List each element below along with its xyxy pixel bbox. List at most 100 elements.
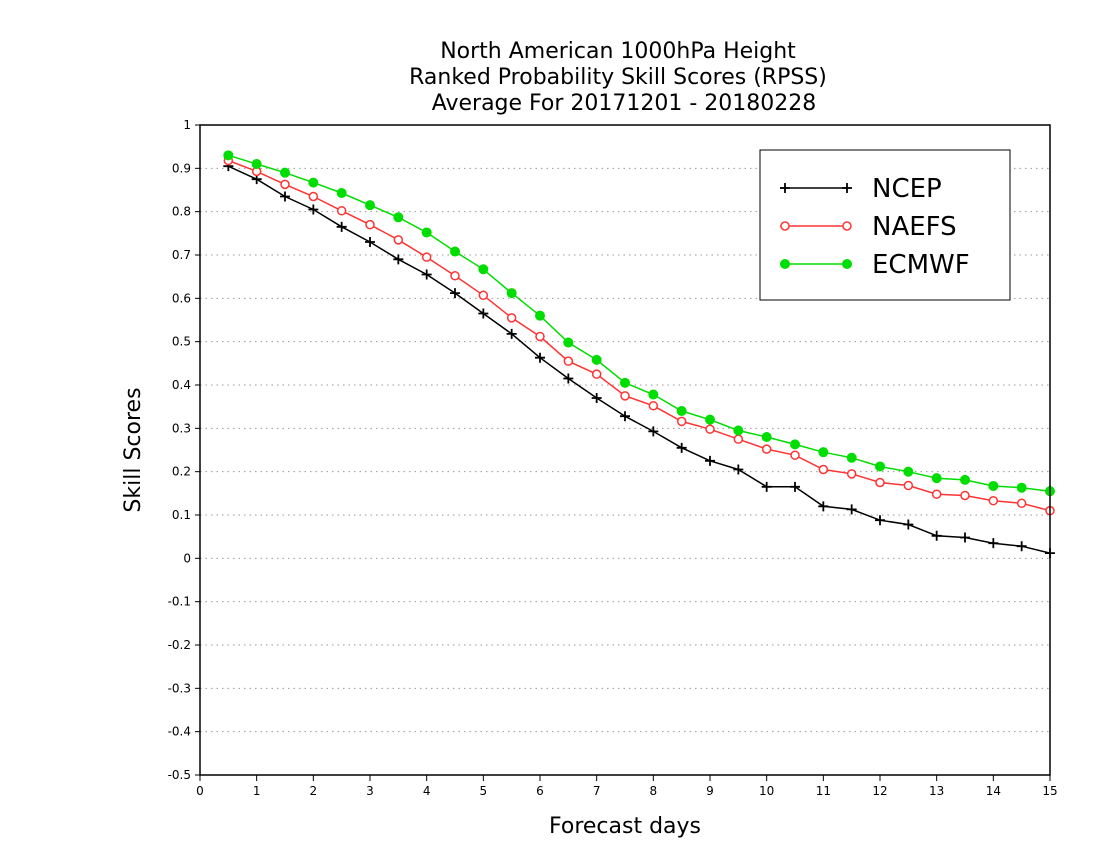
y-tick-label: 0.3 bbox=[172, 421, 191, 435]
y-tick-label: -0.3 bbox=[168, 681, 191, 695]
legend-label-ecmwf: ECMWF bbox=[872, 250, 970, 280]
chart-title-line-1: North American 1000hPa Height bbox=[440, 39, 796, 64]
data-point-ecmwf bbox=[648, 389, 659, 400]
data-point-naefs bbox=[761, 444, 772, 454]
data-point-naefs bbox=[705, 424, 715, 434]
plot-frame bbox=[199, 124, 1051, 776]
data-point-naefs bbox=[365, 219, 375, 230]
chart-title-line-3: Average For 20171201 - 20180228 bbox=[432, 91, 817, 116]
data-point-ecmwf bbox=[960, 474, 970, 485]
x-tick-label: 5 bbox=[480, 784, 488, 798]
data-point-naefs bbox=[818, 464, 829, 475]
data-point-ncep bbox=[535, 352, 545, 363]
data-point-naefs bbox=[308, 191, 319, 202]
data-point-ncep bbox=[818, 501, 829, 512]
y-tick-label: 0.8 bbox=[172, 205, 191, 219]
data-point-ncep bbox=[308, 204, 319, 215]
data-point-naefs bbox=[591, 369, 602, 379]
data-point-naefs bbox=[393, 235, 404, 245]
data-point-naefs bbox=[450, 271, 460, 281]
data-point-ncep bbox=[790, 481, 800, 492]
data-point-ncep bbox=[450, 288, 460, 299]
data-point-ncep bbox=[846, 504, 857, 515]
y-tick-label: 0.4 bbox=[172, 378, 191, 392]
data-point-ecmwf bbox=[478, 264, 489, 275]
data-point-naefs bbox=[620, 391, 630, 401]
x-axis-label: Forecast days bbox=[549, 814, 701, 839]
data-point-ecmwf bbox=[563, 337, 574, 348]
y-axis-ticks: -0.5 -0.4 -0.3 -0.2 -0.1 0 0.1 0.2 0.3 0.4 0.5 0.6 0… bbox=[168, 118, 200, 782]
data-point-ncep bbox=[478, 308, 489, 319]
legend-items: NCEP NAEFS ECMWF bbox=[780, 174, 970, 280]
data-point-ecmwf bbox=[818, 447, 829, 458]
data-point-ncep bbox=[591, 393, 602, 403]
data-point-ncep bbox=[563, 373, 574, 384]
series-line-ncep bbox=[227, 165, 1051, 554]
data-point-ncep bbox=[393, 254, 404, 265]
chart-title: North American 1000hPa Height Ranked Pro… bbox=[409, 39, 827, 116]
data-point-ecmwf bbox=[705, 414, 715, 425]
data-point-ecmwf bbox=[931, 473, 942, 484]
y-tick-label: 0.7 bbox=[172, 248, 191, 262]
data-point-naefs bbox=[421, 252, 432, 262]
y-tick-label: -0.5 bbox=[168, 768, 191, 782]
legend-marker-ncep bbox=[780, 183, 790, 193]
data-point-ecmwf bbox=[251, 159, 262, 169]
data-point-naefs bbox=[960, 490, 970, 501]
data-point-ncep bbox=[676, 442, 687, 453]
data-point-ecmwf bbox=[790, 439, 800, 450]
data-point-ecmwf bbox=[733, 425, 744, 436]
y-tick-label: 0 bbox=[183, 551, 191, 565]
data-point-ecmwf bbox=[393, 212, 404, 223]
x-tick-label: 6 bbox=[536, 784, 544, 798]
x-tick-label: 9 bbox=[706, 784, 714, 798]
data-point-ecmwf bbox=[450, 246, 460, 257]
data-point-ncep bbox=[280, 191, 290, 202]
data-point-ncep bbox=[960, 532, 970, 543]
legend-marker-ecmwf bbox=[780, 259, 790, 269]
data-point-naefs bbox=[988, 495, 999, 506]
legend-marker-naefs bbox=[780, 221, 790, 231]
x-tick-label: 13 bbox=[929, 784, 944, 798]
x-tick-label: 15 bbox=[1042, 784, 1057, 798]
data-point-ecmwf bbox=[421, 227, 432, 238]
data-point-ecmwf bbox=[336, 188, 347, 199]
gridlines bbox=[200, 167, 1050, 733]
legend-marker-ncep bbox=[842, 183, 852, 193]
data-point-ncep bbox=[903, 519, 914, 530]
y-tick-label: 0.1 bbox=[172, 508, 191, 522]
data-point-ecmwf bbox=[903, 466, 914, 477]
y-tick-label: -0.1 bbox=[168, 595, 191, 609]
x-tick-label: 12 bbox=[872, 784, 887, 798]
data-point-ecmwf bbox=[761, 432, 772, 442]
data-point-ncep bbox=[620, 411, 630, 422]
data-point-ecmwf bbox=[308, 177, 319, 188]
data-point-ncep bbox=[1016, 541, 1027, 552]
data-point-ecmwf bbox=[223, 150, 234, 161]
legend-label-ncep: NCEP bbox=[872, 174, 942, 204]
legend-box bbox=[759, 149, 1011, 301]
data-point-naefs bbox=[563, 356, 574, 366]
x-axis-ticks: 0 1 2 3 4 5 6 7 8 9 10 11 12 13 14 15 bbox=[196, 775, 1058, 798]
data-point-ecmwf bbox=[846, 452, 857, 463]
data-point-ecmwf bbox=[676, 406, 687, 416]
y-tick-label: -0.2 bbox=[168, 638, 191, 652]
data-point-ncep bbox=[365, 237, 375, 247]
data-point-ecmwf bbox=[535, 310, 545, 321]
data-point-naefs bbox=[790, 450, 800, 460]
data-point-ncep bbox=[988, 538, 999, 549]
y-tick-label: 0.5 bbox=[172, 335, 191, 349]
y-tick-label: 0.2 bbox=[172, 465, 191, 479]
data-point-naefs bbox=[846, 469, 857, 479]
data-point-naefs bbox=[875, 477, 885, 488]
series-naefs bbox=[223, 155, 1055, 516]
data-point-ecmwf bbox=[620, 377, 630, 388]
y-axis-label: Skill Scores bbox=[121, 387, 146, 512]
series-layer bbox=[223, 150, 1055, 559]
data-point-ncep bbox=[421, 269, 432, 280]
x-tick-label: 11 bbox=[816, 784, 831, 798]
data-point-naefs bbox=[478, 290, 489, 301]
x-tick-label: 4 bbox=[423, 784, 431, 798]
data-point-ncep bbox=[875, 515, 885, 526]
